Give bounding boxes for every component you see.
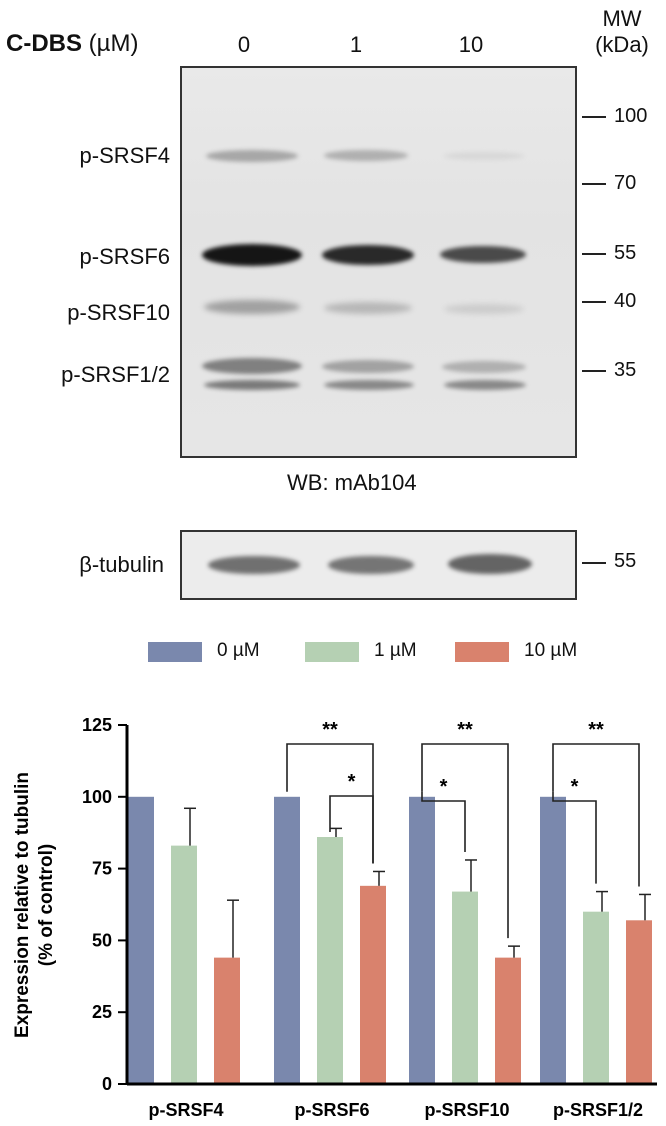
band-srsf4-lane0 bbox=[206, 150, 298, 162]
bar-psrsf4-series1 bbox=[171, 845, 197, 1084]
mab104-blot-image bbox=[180, 66, 577, 458]
y-tick-label-75: 75 bbox=[92, 859, 112, 879]
significance-bracket-psrsf12-0-2 bbox=[552, 743, 640, 887]
band-label-srsf4: p-SRSF4 bbox=[79, 143, 170, 168]
mw-tick-55 bbox=[582, 253, 606, 255]
x-tick-label-psrsf6: p-SRSF6 bbox=[294, 1100, 369, 1120]
band-srsf6-lane0 bbox=[202, 244, 302, 266]
significance-label-psrsf12-0-2: ** bbox=[588, 719, 604, 741]
bar-psrsf10-series1 bbox=[452, 891, 478, 1084]
y-tick-label-100: 100 bbox=[82, 787, 112, 807]
bar-psrsf12-series2 bbox=[626, 920, 652, 1084]
loading-control-label: β-tubulin bbox=[79, 552, 164, 577]
band-srsf12-lower-lane0 bbox=[204, 380, 300, 390]
x-tick-label-psrsf12: p-SRSF1/2 bbox=[553, 1100, 643, 1120]
lane-label-1: 1 bbox=[349, 32, 363, 57]
legend-label-0uM: 0 µM bbox=[217, 640, 260, 661]
band-srsf6-lane1 bbox=[322, 245, 414, 265]
treatment-name: C-DBS bbox=[6, 30, 82, 57]
bar-psrsf10-series0 bbox=[409, 796, 435, 1084]
bar-psrsf12-series1 bbox=[583, 911, 609, 1084]
y-tick-label-125: 125 bbox=[82, 715, 112, 735]
mw-title: MW (kDa) bbox=[582, 6, 662, 58]
significance-label-psrsf12-0-1: * bbox=[571, 776, 579, 798]
mw-title-line2: (kDa) bbox=[595, 32, 649, 57]
mw-title-line1: MW bbox=[602, 6, 642, 31]
band-tubulin-lane10 bbox=[448, 554, 532, 574]
treatment-unit: (µM) bbox=[88, 30, 139, 57]
band-srsf10-lane10 bbox=[444, 304, 524, 314]
mw-marker-40: 40 bbox=[614, 290, 637, 312]
band-srsf4-lane1 bbox=[324, 150, 408, 161]
legend-label-10uM: 10 µM bbox=[524, 640, 578, 661]
significance-label-psrsf6-1-2: * bbox=[348, 771, 356, 793]
lane-label-0: 0 bbox=[237, 32, 251, 57]
bar-psrsf4-series0 bbox=[128, 796, 154, 1084]
mw-marker-70: 70 bbox=[614, 172, 637, 194]
band-srsf12-lower-lane1 bbox=[324, 380, 414, 390]
band-srsf12-upper-lane1 bbox=[322, 360, 414, 373]
bar-psrsf10-series2 bbox=[495, 957, 521, 1084]
mw-tick-70 bbox=[582, 183, 606, 185]
y-tick-label-50: 50 bbox=[92, 930, 112, 950]
mw-marker-100: 100 bbox=[614, 105, 648, 127]
significance-bracket-psrsf6-1-2 bbox=[329, 795, 374, 864]
x-tick-label-psrsf4: p-SRSF4 bbox=[148, 1100, 223, 1120]
bar-psrsf6-series1 bbox=[317, 837, 343, 1084]
bar-psrsf4-series2 bbox=[214, 957, 240, 1084]
significance-bracket-psrsf12-0-1 bbox=[552, 791, 597, 884]
bar-psrsf6-series2 bbox=[360, 885, 386, 1084]
mw-tick-100 bbox=[582, 116, 606, 118]
band-srsf4-lane10 bbox=[444, 152, 524, 160]
band-label-srsf12: p-SRSF1/2 bbox=[61, 362, 170, 387]
significance-bracket-psrsf10-0-2 bbox=[421, 743, 509, 939]
tubulin-mw-tick bbox=[582, 562, 606, 564]
mw-tick-40 bbox=[582, 301, 606, 303]
band-srsf10-lane1 bbox=[324, 302, 412, 314]
legend-swatch-1uM bbox=[305, 642, 359, 662]
mw-marker-35: 35 bbox=[614, 359, 637, 381]
y-tick-label-0: 0 bbox=[102, 1074, 112, 1094]
band-label-srsf10: p-SRSF10 bbox=[67, 300, 170, 325]
band-label-srsf6: p-SRSF6 bbox=[79, 244, 170, 269]
legend-swatch-0uM bbox=[148, 642, 202, 662]
bar-psrsf6-series0 bbox=[274, 796, 300, 1084]
legend-swatch-10uM bbox=[455, 642, 509, 662]
treatment-label: C-DBS (µM) bbox=[6, 30, 138, 58]
band-srsf12-upper-lane0 bbox=[202, 358, 302, 374]
y-axis-title-line2: (% of control) bbox=[36, 844, 57, 966]
y-axis-title-line1: Expression relative to tubulin bbox=[12, 772, 33, 1038]
significance-label-psrsf10-0-2: ** bbox=[457, 719, 473, 741]
wb-antibody-label: WB: mAb104 bbox=[287, 470, 417, 495]
mw-tick-35 bbox=[582, 370, 606, 372]
band-tubulin-lane0 bbox=[208, 556, 300, 574]
significance-label-psrsf10-0-1: * bbox=[440, 776, 448, 798]
bar-psrsf12-series0 bbox=[540, 796, 566, 1084]
mw-marker-55: 55 bbox=[614, 242, 637, 264]
band-srsf10-lane0 bbox=[204, 300, 300, 314]
x-tick-label-psrsf10: p-SRSF10 bbox=[424, 1100, 509, 1120]
band-srsf12-lower-lane10 bbox=[444, 380, 526, 390]
tubulin-mw-marker: 55 bbox=[614, 550, 637, 572]
legend-label-1uM: 1 µM bbox=[374, 640, 417, 661]
band-tubulin-lane1 bbox=[328, 556, 414, 574]
lane-label-10: 10 bbox=[458, 32, 484, 57]
significance-bracket-psrsf10-0-1 bbox=[421, 791, 466, 852]
significance-label-psrsf6-0-2: ** bbox=[322, 719, 338, 741]
band-srsf12-upper-lane10 bbox=[442, 361, 526, 373]
band-srsf6-lane10 bbox=[440, 246, 526, 263]
y-tick-label-25: 25 bbox=[92, 1002, 112, 1022]
tubulin-blot-image bbox=[180, 530, 577, 600]
